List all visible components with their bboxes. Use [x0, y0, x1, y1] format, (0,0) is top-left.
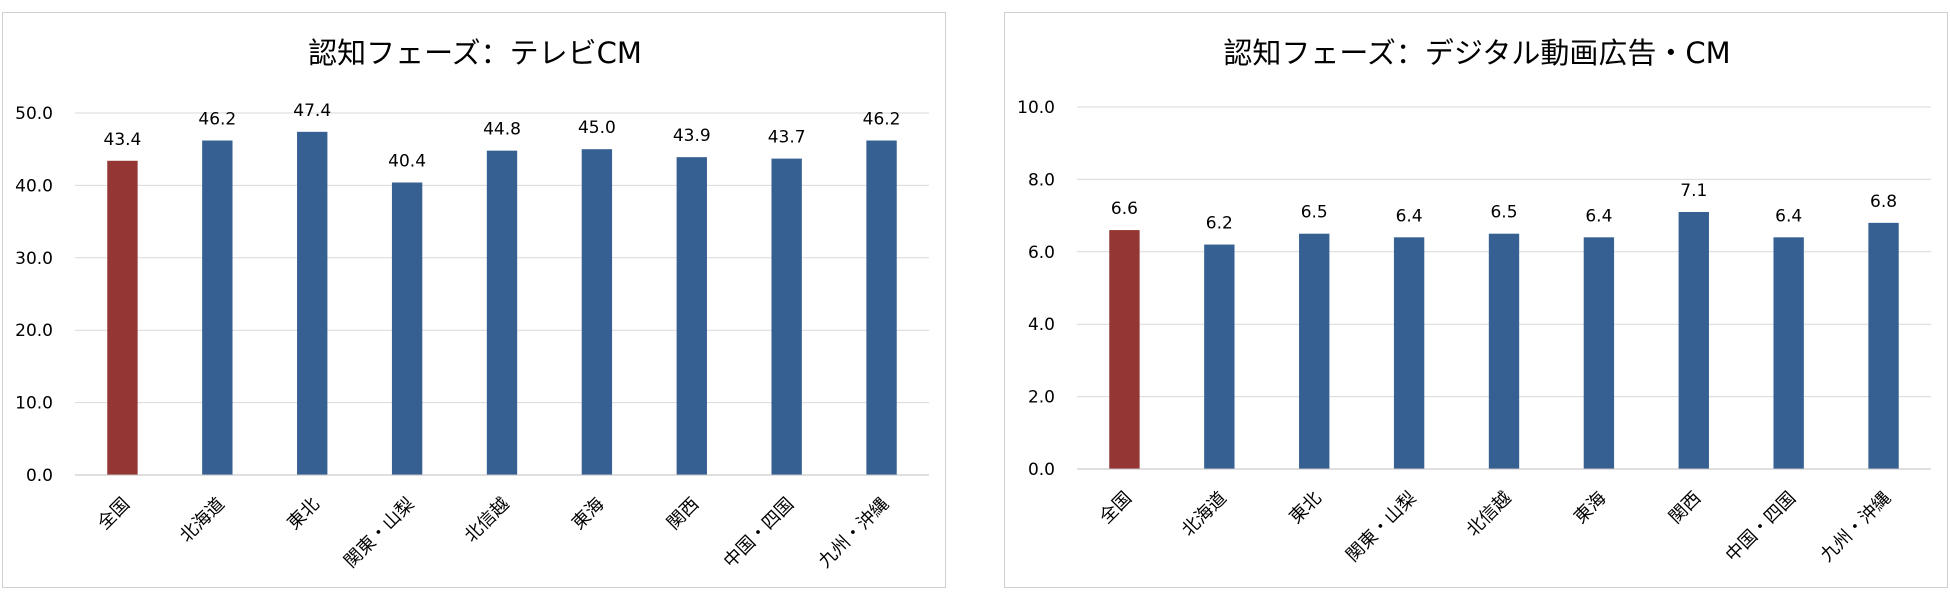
- chart-panel-digital-video-ad: 認知フェーズ：デジタル動画広告・CM 0.0 2.0 4.0 6.0 8.0 10.0 6.6…: [1004, 12, 1948, 588]
- bar-value-label: 6.5: [1301, 203, 1328, 223]
- x-tick-label: 九州・沖縄: [1817, 488, 1895, 566]
- y-tick-label: 10.0: [15, 394, 53, 414]
- bar-value-label: 6.4: [1396, 206, 1423, 226]
- x-tick-label: 全国: [94, 494, 134, 534]
- x-tick-label: 東海: [1570, 488, 1610, 528]
- x-tick-label: 関西: [1665, 488, 1705, 528]
- bar: [1583, 237, 1615, 469]
- bar-value-label: 46.2: [863, 110, 901, 130]
- bar: [1204, 244, 1235, 469]
- chart-panel-tv-cm: 認知フェーズ：テレビCM 0.0 10.0 20.0 30.0 40.0 50.0 43.4 全…: [2, 12, 946, 588]
- y-tick-label: 30.0: [15, 249, 53, 269]
- x-tick-label: 中国・四国: [720, 494, 798, 572]
- y-tick-label: 8.0: [1028, 170, 1055, 190]
- x-tick-label: 北海道: [176, 494, 229, 547]
- x-tick-label: 東北: [1285, 488, 1325, 528]
- x-tick-label: 北信越: [1463, 488, 1516, 541]
- bar-value-label: 6.5: [1490, 203, 1517, 223]
- y-tick-label: 6.0: [1028, 243, 1055, 263]
- bar-value-label: 6.4: [1585, 206, 1612, 226]
- x-tick-label: 関東・山梨: [1342, 488, 1420, 566]
- bar-value-label: 6.8: [1870, 192, 1897, 212]
- chart-title: 認知フェーズ：デジタル動画広告・CM: [1223, 36, 1730, 70]
- bar: [1488, 233, 1520, 469]
- bar: [486, 150, 518, 475]
- bar-value-label: 6.6: [1111, 199, 1138, 219]
- x-tick-label: 北信越: [461, 494, 514, 547]
- bar: [1678, 211, 1709, 470]
- x-tick-label: 関東・山梨: [340, 494, 418, 572]
- bar: [581, 149, 613, 475]
- y-tick-label: 2.0: [1028, 388, 1055, 408]
- x-tick-label: 全国: [1096, 488, 1136, 528]
- bar: [1109, 230, 1140, 469]
- x-tick-label: 東北: [283, 494, 323, 534]
- bar: [1773, 237, 1804, 469]
- x-tick-label: 関西: [663, 494, 703, 534]
- y-tick-label: 50.0: [15, 104, 53, 124]
- bar: [1299, 233, 1330, 469]
- y-tick-label: 10.0: [1017, 98, 1055, 118]
- x-tick-label: 東海: [568, 494, 608, 534]
- bar-value-label: 44.8: [483, 120, 521, 140]
- bar-value-label: 7.1: [1680, 181, 1707, 201]
- bar-value-label: 47.4: [293, 101, 331, 121]
- y-tick-label: 0.0: [26, 466, 53, 486]
- bar-value-label: 6.4: [1775, 206, 1802, 226]
- bar: [771, 158, 802, 475]
- bar-value-label: 40.4: [388, 152, 426, 172]
- y-tick-label: 0.0: [1028, 460, 1055, 480]
- bar: [1393, 237, 1425, 469]
- bar-value-label: 43.9: [673, 126, 711, 146]
- x-tick-label: 北海道: [1178, 488, 1231, 541]
- chart-title: 認知フェーズ：テレビCM: [308, 36, 642, 70]
- x-tick-label: 中国・四国: [1722, 488, 1800, 566]
- bar: [1868, 222, 1899, 469]
- bar: [676, 157, 707, 475]
- bar: [866, 140, 897, 475]
- bar: [107, 160, 138, 475]
- bar-value-label: 46.2: [198, 110, 236, 130]
- bar: [202, 140, 233, 475]
- bar: [297, 131, 328, 475]
- bar-value-label: 43.4: [104, 130, 142, 150]
- y-tick-label: 4.0: [1028, 315, 1055, 335]
- chart-svg-digital-video-ad: 認知フェーズ：デジタル動画広告・CM 0.0 2.0 4.0 6.0 8.0 10.0 6.6…: [1017, 36, 1931, 566]
- bar: [391, 182, 423, 475]
- y-tick-label: 20.0: [15, 321, 53, 341]
- x-tick-label: 九州・沖縄: [815, 494, 893, 572]
- bar-value-label: 6.2: [1206, 214, 1233, 234]
- bar-value-label: 43.7: [768, 128, 806, 148]
- bar-value-label: 45.0: [578, 118, 616, 138]
- y-tick-label: 40.0: [15, 176, 53, 196]
- chart-svg-tv-cm: 認知フェーズ：テレビCM 0.0 10.0 20.0 30.0 40.0 50.0 43.4 全…: [15, 36, 929, 572]
